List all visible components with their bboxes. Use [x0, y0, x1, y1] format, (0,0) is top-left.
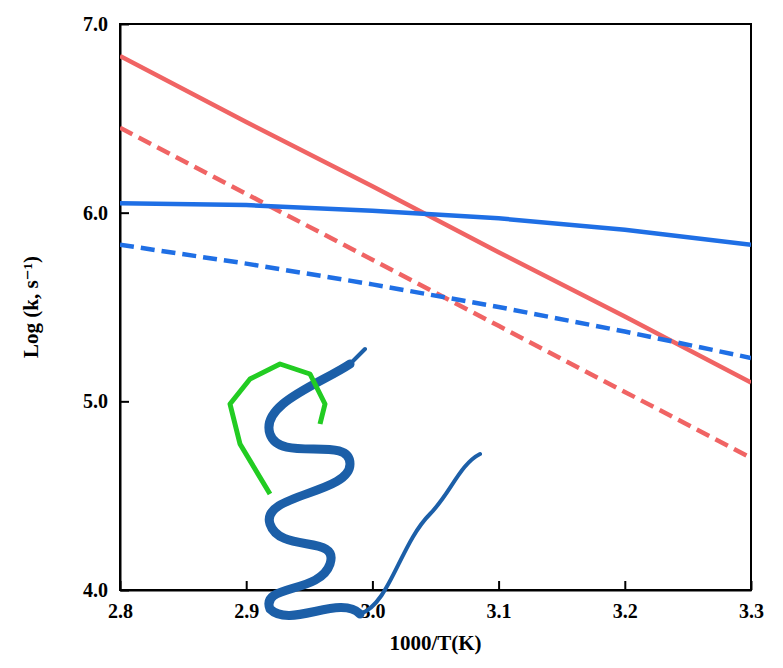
x-axis: 2.8 2.9 3.0 3.1 3.2 3.3 — [108, 581, 764, 622]
x-tick-label: 3.2 — [613, 600, 638, 622]
lines — [120, 56, 751, 458]
x-tick-mark — [372, 581, 374, 590]
y-axis-title: Log (k, s⁻¹) — [19, 256, 43, 358]
y-tick-label: 6.0 — [83, 202, 108, 224]
x-tick: 3.0 — [360, 581, 385, 622]
x-tick-mark — [624, 581, 626, 590]
y-axis: 4.0 5.0 6.0 7.0 — [83, 13, 129, 601]
x-tick: 3.1 — [487, 581, 512, 622]
series-line — [120, 128, 751, 458]
plot: 2.8 2.9 3.0 3.1 3.2 3.3 4.0 5.0 6.0 7.0 — [83, 13, 764, 622]
x-axis-line — [121, 590, 752, 592]
helix-ribbon — [269, 364, 360, 615]
y-tick-mark — [120, 212, 129, 214]
series-line — [120, 245, 751, 358]
x-tick-mark — [751, 581, 753, 590]
y-tick-mark — [120, 401, 129, 403]
y-tick-label: 7.0 — [83, 13, 108, 35]
x-tick-label: 2.9 — [234, 600, 259, 622]
series-line — [120, 203, 751, 245]
x-tick: 3.2 — [613, 581, 638, 622]
y-tick: 5.0 — [83, 390, 129, 412]
protein-illustration — [230, 349, 480, 615]
x-tick-label: 3.3 — [739, 600, 764, 622]
x-tick-label: 2.8 — [108, 600, 133, 622]
x-tick-label: 3.1 — [487, 600, 512, 622]
x-tick: 3.3 — [739, 581, 764, 622]
coil — [350, 349, 480, 614]
y-tick: 4.0 — [83, 579, 129, 601]
y-tick-mark — [120, 24, 129, 26]
series-line — [120, 56, 751, 382]
x-tick-mark — [246, 581, 248, 590]
linker — [230, 364, 325, 494]
x-axis-title: 1000/T(K) — [389, 631, 481, 655]
y-axis-line — [120, 25, 122, 591]
y-tick-label: 4.0 — [83, 579, 108, 601]
x-tick-mark — [498, 581, 500, 590]
y-tick-mark — [120, 590, 129, 592]
x-tick: 2.9 — [234, 581, 259, 622]
y-tick: 7.0 — [83, 13, 129, 35]
chart: 2.8 2.9 3.0 3.1 3.2 3.3 4.0 5.0 6.0 7.0 1000/T(K) L… — [0, 0, 783, 668]
y-tick-label: 5.0 — [83, 390, 108, 412]
